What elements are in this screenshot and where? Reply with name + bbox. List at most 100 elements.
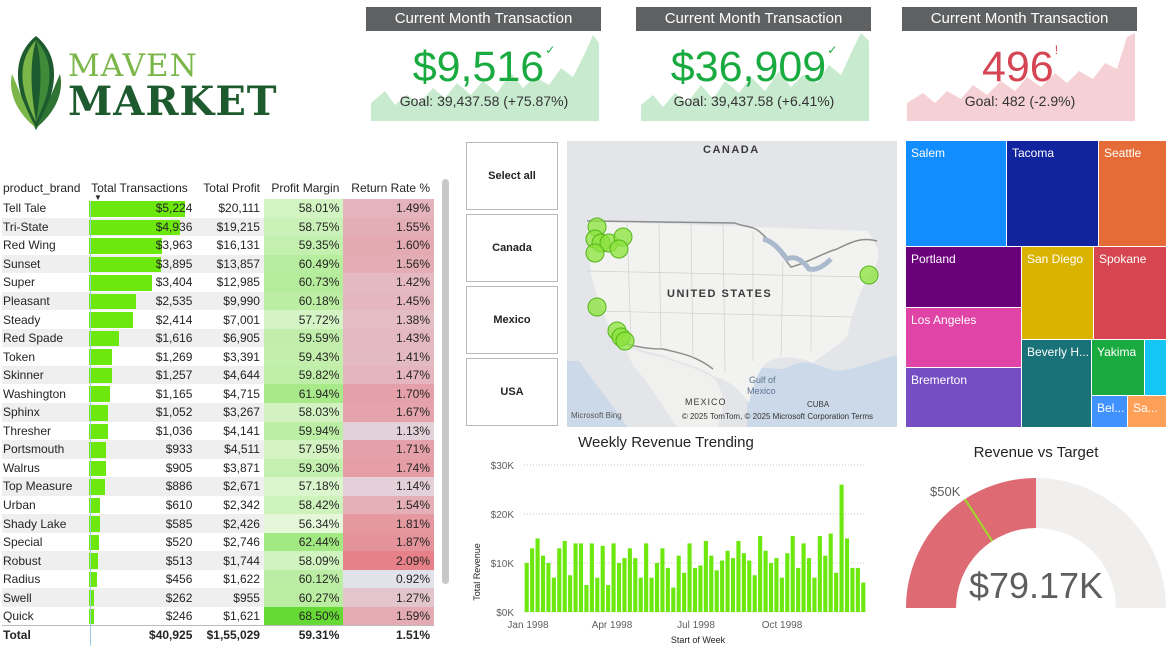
store-map[interactable]: CANADA UNITED STATES MEXICO Gulf of Mexi… [567,141,897,427]
revenue-vs-target-gauge[interactable]: $50K $79.17K [906,470,1166,620]
kpi-card-1[interactable]: Current Month Transaction $9,516✓ Goal: … [366,7,602,122]
weekly-revenue-bar[interactable] [779,577,784,612]
weekly-revenue-bar[interactable] [828,533,833,612]
weekly-revenue-bar[interactable] [720,560,725,612]
weekly-revenue-bar[interactable] [551,577,556,612]
weekly-revenue-bar[interactable] [703,540,708,612]
table-row[interactable]: Skinner $1,257 $4,644 59.82% 1.47% [2,365,434,385]
weekly-revenue-bar[interactable] [839,484,844,612]
weekly-revenue-bar[interactable] [692,567,698,612]
table-row[interactable]: Special $520 $2,746 62.44% 1.87% [2,532,434,552]
table-row[interactable]: Shady Lake $585 $2,426 56.34% 1.81% [2,514,434,533]
weekly-revenue-bar[interactable] [530,548,535,612]
weekly-revenue-bar[interactable] [616,563,622,612]
weekly-revenue-bar[interactable] [752,575,757,612]
weekly-revenue-bar[interactable] [834,572,839,612]
table-row[interactable]: Thresher $1,036 $4,141 59.94% 1.13% [2,421,434,441]
table-row[interactable]: Red Wing $3,963 $16,131 59.35% 1.60% [2,236,434,255]
weekly-revenue-bar[interactable] [687,543,692,612]
kpi-card-3[interactable]: Current Month Transaction 496! Goal: 482… [902,7,1138,122]
weekly-revenue-bar[interactable] [600,545,605,612]
weekly-revenue-bar[interactable] [638,577,643,612]
table-scrollbar[interactable] [442,179,449,584]
table-row[interactable]: Steady $2,414 $7,001 57.72% 1.38% [2,310,434,329]
weekly-revenue-bar[interactable] [611,543,616,612]
slicer-canada[interactable]: Canada [466,214,558,282]
treemap-tile-san-diego[interactable]: San Diego [1022,247,1093,339]
treemap-tile-los-angeles[interactable]: Los Angeles [906,308,1021,367]
column-header-profit-margin[interactable]: Profit Margin [271,180,340,195]
weekly-revenue-bar[interactable] [535,538,540,613]
weekly-revenue-bar[interactable] [817,536,822,612]
weekly-revenue-bar[interactable] [573,543,578,612]
table-row[interactable]: Sphinx $1,052 $3,267 58.03% 1.67% [2,403,434,422]
weekly-revenue-bar[interactable] [714,570,719,612]
weekly-revenue-bar[interactable] [557,548,562,612]
brand-table[interactable]: product_brand Total Transactions Total P… [2,176,449,646]
weekly-revenue-bar[interactable] [649,577,654,612]
weekly-revenue-bar[interactable] [676,555,681,612]
weekly-revenue-bar[interactable] [855,567,860,612]
map-bubble[interactable] [615,331,635,351]
treemap-tile-portland[interactable]: Portland [906,247,1021,307]
weekly-revenue-bar[interactable] [606,585,611,612]
weekly-revenue-bar[interactable] [584,585,589,612]
table-row[interactable]: Robust $513 $1,744 58.09% 2.09% [2,551,434,570]
weekly-revenue-bar[interactable] [682,572,687,612]
table-row[interactable]: Tri-State $4,936 $19,215 58.75% 1.55% [2,217,434,237]
kpi-card-2[interactable]: Current Month Transaction $36,909✓ Goal:… [636,7,872,122]
weekly-revenue-bar[interactable] [709,555,714,612]
weekly-revenue-bar[interactable] [801,543,806,612]
treemap-tile-yakima[interactable]: Yakima [1092,340,1144,395]
weekly-revenue-bar[interactable] [627,548,632,612]
weekly-revenue-bar[interactable] [698,565,703,612]
weekly-revenue-bar[interactable] [741,553,746,612]
treemap-tile-other[interactable] [1145,340,1166,395]
weekly-revenue-bar[interactable] [546,563,551,612]
weekly-revenue-bar[interactable] [595,577,600,612]
treemap-tile-spokane[interactable]: Spokane [1094,247,1166,339]
weekly-revenue-bar[interactable] [861,582,866,612]
treemap-tile-bremerton[interactable]: Bremerton [906,368,1021,427]
treemap-tile-seattle[interactable]: Seattle [1099,141,1166,246]
table-row[interactable]: Walrus $905 $3,871 59.30% 1.74% [2,458,434,478]
weekly-revenue-bar[interactable] [665,567,670,612]
table-row[interactable]: Super $3,404 $12,985 60.73% 1.42% [2,273,434,292]
weekly-revenue-bar[interactable] [736,540,741,612]
weekly-revenue-bar[interactable] [568,575,573,612]
weekly-revenue-bar[interactable] [725,550,730,612]
table-row[interactable]: Token $1,269 $3,391 59.43% 1.41% [2,347,434,366]
table-row[interactable]: Radius $456 $1,622 60.12% 0.92% [2,569,434,589]
weekly-revenue-bar[interactable] [589,543,594,612]
weekly-revenue-bar[interactable] [524,563,529,612]
weekly-revenue-bar[interactable] [790,536,795,612]
weekly-revenue-bar[interactable] [774,558,779,612]
weekly-revenue-bar[interactable] [806,558,812,612]
weekly-revenue-bar[interactable] [578,543,584,612]
weekly-revenue-bar[interactable] [671,587,676,613]
column-header-product-brand[interactable]: product_brand [3,180,81,195]
city-treemap[interactable]: Salem Tacoma Seattle Portland San Diego … [906,141,1166,427]
weekly-revenue-bar[interactable] [633,558,638,612]
weekly-revenue-bar[interactable] [654,563,660,612]
weekly-revenue-bar[interactable] [758,536,763,612]
weekly-revenue-bar[interactable] [823,555,828,612]
map-bubble[interactable] [859,265,879,285]
weekly-revenue-bar[interactable] [730,558,736,612]
weekly-revenue-bar[interactable] [812,577,817,612]
weekly-revenue-bar[interactable] [540,555,546,612]
table-row[interactable]: Portsmouth $933 $4,511 57.95% 1.71% [2,440,434,459]
sort-descending-icon[interactable]: ▼ [94,193,102,202]
slicer-select-all[interactable]: Select all [466,142,558,210]
weekly-revenue-bar[interactable] [660,548,665,612]
weekly-revenue-bar[interactable] [644,543,649,612]
weekly-revenue-bar[interactable] [796,567,801,612]
table-row[interactable]: Quick $246 $1,621 68.50% 1.59% [2,607,434,626]
treemap-tile-san-francisco[interactable]: Sa... [1128,396,1166,427]
map-bubble[interactable] [609,239,629,259]
weekly-revenue-chart[interactable]: Total Revenue Start of Week $0K $10K $20… [466,456,872,648]
map-bubble[interactable] [587,297,607,317]
table-row[interactable]: Washington $1,165 $4,715 61.94% 1.70% [2,384,434,404]
weekly-revenue-bar[interactable] [785,553,790,612]
slicer-mexico[interactable]: Mexico [466,286,558,354]
